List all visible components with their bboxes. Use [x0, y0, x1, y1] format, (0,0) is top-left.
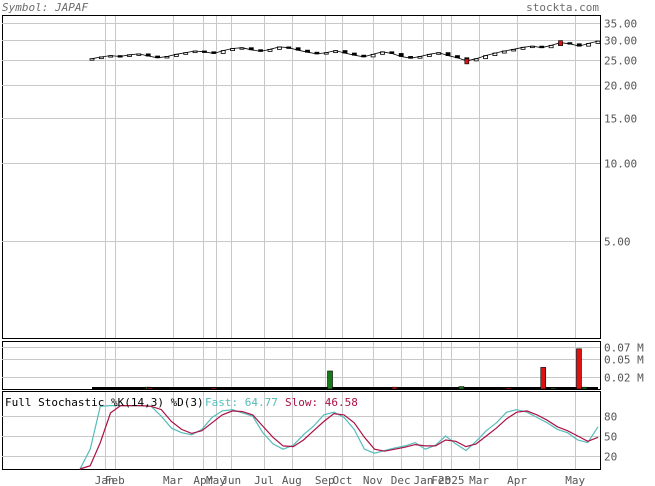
chart-frames	[2, 15, 601, 470]
panel-frame-0	[2, 15, 601, 339]
x-tick-label: Mar	[469, 474, 489, 486]
x-tick-label: Dec	[391, 474, 411, 486]
x-tick-label: Sep	[315, 474, 335, 486]
stoch-tick-label: 50	[604, 431, 617, 444]
x-tick-label: Oct	[333, 474, 353, 486]
x-tick-label: Jul	[254, 474, 274, 486]
x-tick-label: Apr	[507, 474, 527, 486]
stoch-tick-label: 20	[604, 451, 617, 464]
price-line	[91, 40, 599, 62]
stochastic-lines	[79, 405, 599, 470]
x-tick-label: Jan	[413, 474, 433, 486]
volume-bar	[327, 370, 333, 390]
volume-bar	[540, 367, 547, 390]
price-candle-down	[558, 40, 563, 46]
x-tick-label: Aug	[282, 474, 302, 486]
panel-frame-2	[2, 391, 601, 470]
stoch-slow-line	[79, 405, 599, 470]
volume-bar	[458, 386, 465, 390]
x-tick-label: Mar	[163, 474, 183, 486]
x-tick-label: Jun	[221, 474, 241, 486]
x-tick-label: Apr	[193, 474, 213, 486]
price-tick-label: 15.00	[604, 113, 637, 126]
price-tick-label: 20.00	[604, 80, 637, 93]
stochastic-title: Full Stochastic %K(14,3) %D(3)	[5, 396, 204, 409]
volume-bars	[92, 348, 598, 390]
price-tick-label: 30.00	[604, 35, 637, 48]
price-candle	[89, 58, 95, 61]
volume-tick-label: 0.02 M	[604, 372, 644, 385]
x-tick-label: May	[565, 474, 585, 486]
x-tick-label: Nov	[363, 474, 383, 486]
price-series	[89, 40, 601, 65]
volume-tick-label: 0.05 M	[604, 354, 644, 367]
stoch-tick-label: 80	[604, 411, 617, 424]
panel-frame-1	[2, 341, 601, 390]
volume-bar	[505, 387, 512, 390]
chart-grid	[2, 16, 600, 469]
site-name: stockta.com	[526, 1, 599, 14]
x-tick-label: 2025	[438, 474, 465, 486]
stochastic-slow-value: Slow: 46.58	[285, 396, 358, 409]
volume-bar	[550, 387, 556, 390]
symbol-label: Symbol: JAPAF	[2, 1, 89, 14]
volume-bar	[391, 386, 398, 390]
stoch-fast-line	[79, 405, 599, 470]
volume-bar	[210, 387, 217, 390]
volume-bar	[581, 386, 588, 390]
x-tick-label: May	[206, 474, 226, 486]
price-tick-label: 10.00	[604, 158, 637, 171]
volume-bar	[576, 348, 582, 390]
volume-bar	[147, 387, 153, 390]
price-tick-label: 35.00	[604, 18, 637, 31]
price-tick-label: 5.00	[604, 236, 631, 249]
x-tick-label: Feb	[105, 474, 125, 486]
volume-tick-label: 0.07 M	[604, 342, 644, 355]
price-candle-down	[464, 58, 470, 65]
stochastic-fast-value: Fast: 64.77	[205, 396, 278, 409]
x-tick-label: Jan	[95, 474, 115, 486]
x-tick-label: Feb	[431, 474, 451, 486]
price-tick-label: 25.00	[604, 55, 637, 68]
